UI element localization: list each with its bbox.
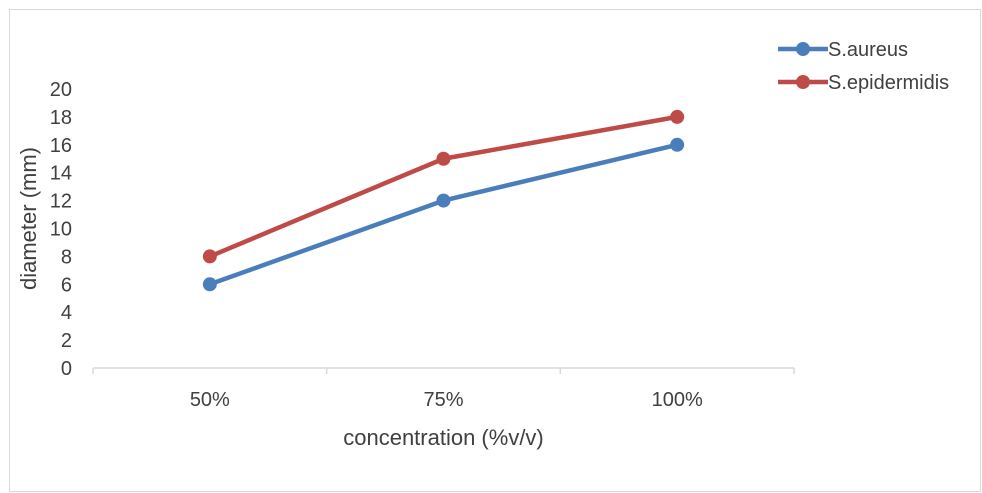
y-axis-title: diameter (mm)	[16, 147, 41, 290]
y-tick-label: 14	[50, 163, 72, 185]
y-tick-label: 16	[50, 135, 72, 157]
y-tick-label: 8	[61, 246, 72, 268]
y-tick-label: 18	[50, 107, 72, 129]
legend-label: S.epidermidis	[828, 72, 949, 94]
data-point	[202, 277, 217, 292]
y-tick-label: 2	[61, 330, 72, 352]
x-axis-title: concentration (%v/v)	[343, 425, 544, 450]
legend-label: S.aureus	[828, 39, 908, 61]
x-tick-label: 100%	[652, 389, 703, 411]
data-point	[670, 137, 685, 152]
y-tick-label: 20	[50, 79, 72, 101]
y-tick-label: 12	[50, 191, 72, 213]
y-axis-ticks: 0 2 4 6 8 10 12 14 16 18 20	[50, 79, 72, 380]
y-tick-label: 6	[61, 274, 72, 296]
y-tick-label: 0	[61, 358, 72, 380]
x-axis: 50% 75% 100%	[92, 367, 795, 411]
y-tick-label: 10	[50, 219, 72, 241]
data-point	[202, 249, 217, 264]
series-line-1	[207, 114, 680, 259]
y-tick-label: 4	[61, 302, 72, 324]
legend: S.aureus S.epidermidis	[778, 39, 949, 94]
series-layer	[202, 109, 685, 292]
x-tick-label: 75%	[423, 389, 463, 411]
data-point	[670, 109, 685, 124]
data-point	[436, 193, 451, 208]
data-point	[436, 151, 451, 166]
chart-frame	[9, 9, 981, 492]
legend-swatch-marker	[796, 42, 810, 56]
x-tick-label: 50%	[190, 389, 230, 411]
legend-swatch-marker	[796, 75, 810, 89]
